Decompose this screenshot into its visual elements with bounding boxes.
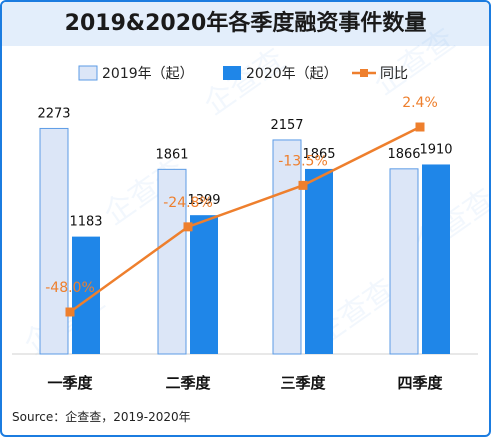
legend-label-0: 2019年（起）	[102, 66, 194, 82]
legend-swatch-marker	[360, 69, 368, 77]
yoy-marker-2	[183, 222, 193, 232]
legend-label-1: 2020年（起）	[246, 66, 338, 82]
category-label-4: 四季度	[397, 374, 443, 392]
legend-swatch-2020	[223, 66, 241, 80]
data-label-2020-2: 1399	[187, 193, 220, 208]
bar-2020-4	[422, 164, 450, 354]
bar-2019-4	[389, 168, 419, 355]
title-bar: 2019&2020年各季度融资事件数量	[2, 2, 489, 46]
bar-2019-2	[157, 168, 187, 355]
category-label-1: 一季度	[47, 374, 93, 392]
yoy-label-1: -48.0%	[45, 280, 95, 296]
yoy-label-2: -24.8%	[163, 195, 213, 211]
legend-label-2: 同比	[380, 66, 408, 82]
data-label-2019-1: 2273	[37, 106, 70, 121]
yoy-label-4: 2.4%	[402, 95, 438, 111]
data-label-2019-4: 1866	[387, 147, 420, 162]
watermark-text: 企查查	[368, 22, 462, 102]
yoy-marker-4	[415, 122, 425, 132]
data-label-2020-3: 1865	[302, 147, 335, 162]
yoy-line	[69, 125, 421, 314]
data-label-2019-2: 1861	[155, 147, 188, 162]
yoy-marker-3	[298, 180, 308, 190]
bar-2019-3	[272, 139, 302, 355]
bar-2020-2	[190, 215, 218, 354]
data-label-2020-1: 1183	[69, 215, 102, 230]
bar-2020-3	[305, 168, 333, 354]
bar-2019-1	[39, 127, 69, 355]
category-label-3: 三季度	[280, 374, 326, 392]
source-note: Source：企查查，2019-2020年	[12, 410, 191, 424]
category-label-2: 二季度	[165, 374, 211, 392]
watermark-text: 企查查	[198, 42, 292, 122]
data-label-2019-3: 2157	[270, 118, 303, 133]
data-label-2020-4: 1910	[419, 142, 452, 157]
legend-swatch-2019	[78, 65, 98, 81]
chart-title: 2019&2020年各季度融资事件数量	[64, 11, 427, 36]
yoy-label-3: -13.5%	[278, 153, 328, 169]
bar-2020-1	[72, 236, 100, 354]
yoy-marker-1	[65, 307, 75, 317]
